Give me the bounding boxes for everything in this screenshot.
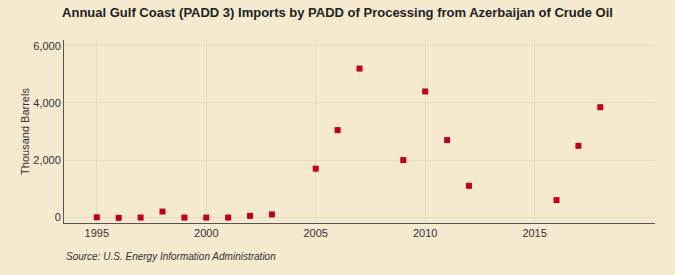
svg-text:2010: 2010 xyxy=(413,227,437,239)
svg-text:2,000: 2,000 xyxy=(33,154,61,166)
svg-text:Source: U.S. Energy Informatio: Source: U.S. Energy Information Administ… xyxy=(66,251,276,262)
svg-text:2000: 2000 xyxy=(194,227,218,239)
svg-text:1995: 1995 xyxy=(85,227,109,239)
svg-text:6,000: 6,000 xyxy=(33,40,61,52)
svg-text:4,000: 4,000 xyxy=(33,97,61,109)
svg-text:0: 0 xyxy=(55,211,61,223)
svg-text:2005: 2005 xyxy=(303,227,327,239)
svg-text:2015: 2015 xyxy=(522,227,546,239)
svg-text:Thousand Barrels: Thousand Barrels xyxy=(19,88,31,175)
svg-text:Annual Gulf Coast (PADD 3) Imp: Annual Gulf Coast (PADD 3) Imports by PA… xyxy=(62,5,613,20)
